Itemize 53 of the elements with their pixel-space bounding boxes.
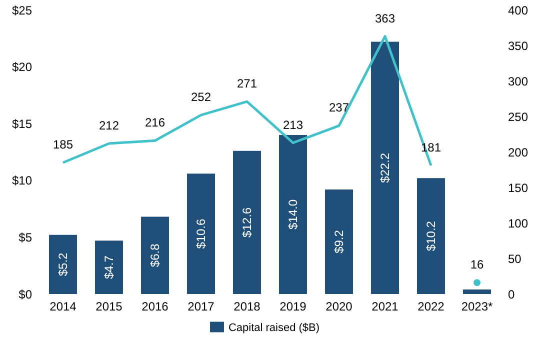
data-label: 185 <box>52 138 74 152</box>
y2-tick-label: 150 <box>508 180 528 195</box>
y-tick-label: $10 <box>12 174 32 188</box>
bar <box>417 178 445 294</box>
bar <box>371 42 399 294</box>
bar <box>279 134 307 294</box>
data-label: 216 <box>144 116 166 130</box>
x-tick-label: 2018 <box>234 300 261 314</box>
data-label: $10.6 <box>194 218 208 249</box>
data-label: 252 <box>190 90 212 104</box>
x-tick-label: 2015 <box>96 300 123 314</box>
y-tick-label: $25 <box>12 3 32 18</box>
y2-tick-label: 400 <box>508 3 528 18</box>
y2-tick-label: 50 <box>508 252 522 266</box>
y2-tick-label: 100 <box>508 216 528 230</box>
y-tick-label: $20 <box>12 60 32 74</box>
bar <box>95 240 123 294</box>
y2-tick-label: 250 <box>508 110 528 124</box>
data-label: $12.6 <box>240 207 254 238</box>
legend-label: Capital raised ($B) <box>228 322 320 334</box>
x-tick-label: 2021 <box>372 300 399 314</box>
data-label: $10.2 <box>424 220 438 252</box>
x-tick-label: 2017 <box>188 300 215 314</box>
data-label: $14.0 <box>286 199 300 230</box>
data-label: $9.2 <box>332 230 346 254</box>
y2-tick-label: 350 <box>508 38 528 53</box>
x-tick-label: 2020 <box>326 300 353 314</box>
y2-tick-label: 0 <box>508 287 515 302</box>
bar <box>187 174 215 294</box>
bar <box>233 150 261 294</box>
x-tick-label: 2023* <box>461 300 494 314</box>
y-tick-label: $15 <box>12 116 32 131</box>
x-tick-label: 2022 <box>418 300 445 314</box>
data-label: $22.2 <box>378 152 392 183</box>
data-label: 271 <box>236 76 258 91</box>
x-tick-label: 2016 <box>142 300 169 314</box>
bar <box>325 189 353 294</box>
x-tick-label: 2019 <box>280 300 307 314</box>
data-label: 363 <box>374 11 396 26</box>
y2-tick-label: 200 <box>508 145 528 160</box>
data-label: 213 <box>282 118 304 132</box>
data-label: $5.2 <box>56 252 70 276</box>
y2-tick-label: 300 <box>508 74 528 88</box>
x-tick-label: 2014 <box>50 300 77 314</box>
y-tick-label: $0 <box>18 287 32 302</box>
data-label: 16 <box>470 258 484 272</box>
data-label: 212 <box>98 118 120 132</box>
bar <box>49 234 77 294</box>
bar <box>463 289 491 294</box>
data-label: $4.7 <box>102 255 116 279</box>
data-label: $6.8 <box>148 243 162 268</box>
y-tick-label: $5 <box>18 230 32 244</box>
bar <box>141 216 169 294</box>
